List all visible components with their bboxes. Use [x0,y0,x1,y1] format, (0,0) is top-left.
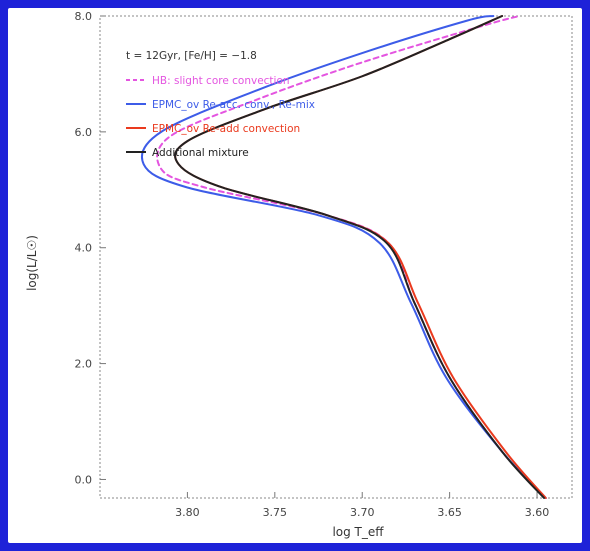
legend-entry: EPMC_ov Re-add convection [152,123,300,135]
x-axis-label: log T_eff [332,525,384,539]
series-line [140,15,547,499]
y-axis: 0.0 2.0 4.0 6.0 8.0 [75,10,106,486]
y-tick-label: 4.0 [75,242,93,255]
x-tick-label: 3.60 [525,506,550,519]
y-tick-label: 8.0 [75,10,93,23]
chart-card: 3.80 3.75 3.70 3.65 3.60 0.0 2.0 4.0 6.0 8.0 t =… [8,8,582,543]
x-tick-label: 3.80 [175,506,200,519]
x-tick-label: 3.75 [263,506,288,519]
annotation: t = 12Gyr, [Fe/H] = −1.8 [126,50,257,62]
x-tick-label: 3.70 [350,506,375,519]
plot-area [99,15,573,499]
legend: HB: slight core convection EPMC_ov Re-acc… [126,75,315,159]
legend-entry: HB: slight core convection [152,75,290,87]
y-tick-label: 0.0 [75,473,93,486]
y-tick-label: 6.0 [75,126,93,139]
series-layer [140,15,547,499]
y-tick-label: 2.0 [75,358,93,371]
series-line [174,15,546,499]
legend-entry: Additional mixture [152,147,249,159]
x-tick-label: 3.65 [437,506,462,519]
x-axis: 3.80 3.75 3.70 3.65 3.60 [175,492,549,519]
y-axis-label: log(L/L☉) [25,235,39,291]
legend-entry: EPMC_ov Re-acc. conv., Re-mix [152,99,315,111]
chart: 3.80 3.75 3.70 3.65 3.60 0.0 2.0 4.0 6.0 8.0 t =… [25,10,573,539]
